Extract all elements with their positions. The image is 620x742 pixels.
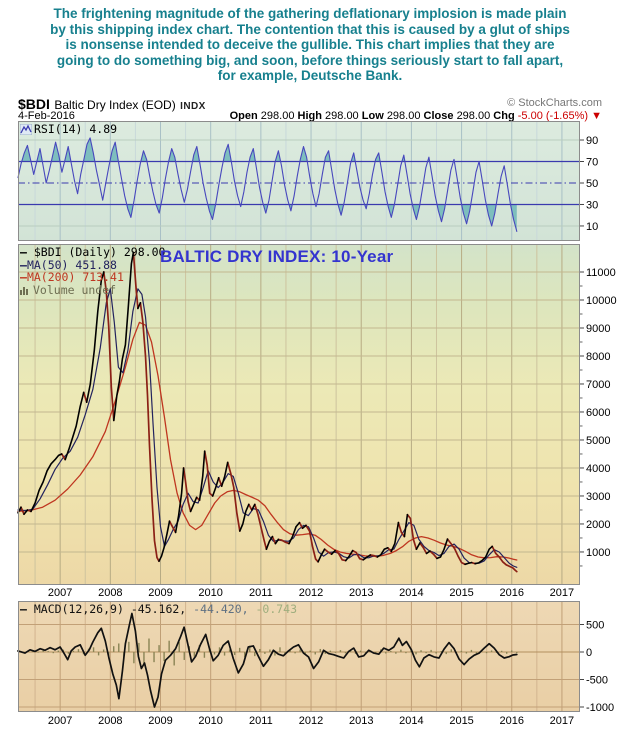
price-legend: — $BDI (Daily) 298.00 —MA(50) 451.88 —MA… <box>20 246 165 297</box>
x-axis-year-label: 2010 <box>198 715 223 727</box>
x-axis-year-label: 2011 <box>249 587 273 599</box>
x-axis-labels-main: 2007 2008 2009 2010 2011 2012 2013 2014 2015 2016… <box>0 585 620 601</box>
x-axis-year-label: 2012 <box>298 587 324 599</box>
price-line-swatch: — <box>20 245 27 259</box>
svg-text:10000: 10000 <box>586 295 617 307</box>
price-panel: 1000 2000 3000 4000 5000 6000 7000 8000 9000 1000… <box>17 244 617 585</box>
svg-text:10: 10 <box>586 221 598 233</box>
macd-legend: — MACD(12,26,9) -45.162, -44.420, -0.743 <box>20 603 297 616</box>
legend-volume-row: Volume undef <box>20 282 165 298</box>
ma200-line-swatch: — <box>20 270 27 284</box>
svg-text:1000: 1000 <box>586 547 610 559</box>
x-axis-year-label: 2015 <box>449 715 474 727</box>
low-value: 298.00 <box>386 110 421 122</box>
chg-down-icon: ▼ <box>591 110 602 122</box>
rsi-indicator-icon <box>19 123 33 138</box>
svg-text:90: 90 <box>586 135 598 147</box>
x-axis-year-label: 2009 <box>148 715 173 727</box>
svg-text:4000: 4000 <box>586 463 610 475</box>
x-axis-year-label: 2009 <box>148 587 173 599</box>
chg-label: Chg <box>493 110 515 122</box>
x-axis-year-label: 2012 <box>298 715 324 727</box>
rsi-legend: RSI(14) 4.89 <box>19 122 118 138</box>
volume-bars-icon <box>20 285 30 298</box>
svg-text:5000: 5000 <box>586 435 610 447</box>
close-value: 298.00 <box>456 110 491 122</box>
x-axis-year-label: 2014 <box>399 715 424 727</box>
x-axis-labels-macd: 2007 2008 2009 2010 2011 2012 2013 2014 2015 2016… <box>0 713 620 729</box>
rsi-legend-label: RSI(14) 4.89 <box>34 122 118 136</box>
x-axis-year-label: 2011 <box>249 715 273 727</box>
x-axis-year-label: 2007 <box>47 587 73 599</box>
volume-legend-label: Volume undef <box>33 282 117 297</box>
close-label: Close <box>423 110 454 122</box>
svg-text:8000: 8000 <box>586 351 610 363</box>
svg-text:6000: 6000 <box>586 407 610 419</box>
x-axis-year-label: 2008 <box>98 715 123 727</box>
open-label: Open <box>229 110 258 122</box>
x-axis-year-label: 2008 <box>98 587 123 599</box>
macd-panel: 500 0 -500 -1000 <box>17 601 614 712</box>
legend-price-row: — $BDI (Daily) 298.00 <box>20 246 165 259</box>
quote-values: Open 298.00 High 298.00 Low 298.00 Close… <box>230 110 602 122</box>
ma200-legend-label: MA(200) 713.41 <box>26 270 124 284</box>
macd-value-2: -44.420, <box>193 602 249 616</box>
open-value: 298.00 <box>260 110 295 122</box>
svg-text:2000: 2000 <box>586 519 610 531</box>
rsi-panel: 90 70 50 30 10 <box>17 121 598 241</box>
high-value: 298.00 <box>325 110 359 122</box>
svg-text:0: 0 <box>586 647 592 659</box>
chart-header: $BDI Baltic Dry Index (EOD) INDX © Stock… <box>18 96 602 112</box>
x-axis-year-label: 2013 <box>348 715 374 727</box>
svg-text:500: 500 <box>586 619 604 631</box>
svg-text:11000: 11000 <box>586 267 616 279</box>
macd-legend-label: MACD(12,26,9) <box>33 602 124 616</box>
x-axis-year-label: 2017 <box>549 587 575 599</box>
legend-ma200-row: —MA(200) 713.41 <box>20 271 165 284</box>
x-axis-year-label: 2010 <box>198 587 223 599</box>
commentary-text: The frightening magnitude of the gatheri… <box>50 6 570 83</box>
macd-value-1: -45.162, <box>130 602 187 616</box>
svg-text:70: 70 <box>586 157 598 169</box>
low-label: Low <box>361 110 384 122</box>
svg-text:-1000: -1000 <box>586 702 614 712</box>
ticker-symbol: $BDI <box>18 96 50 112</box>
x-axis-year-label: 2016 <box>499 715 524 727</box>
ma50-line-swatch: — <box>20 257 27 272</box>
svg-text:50: 50 <box>586 178 598 190</box>
svg-text:9000: 9000 <box>586 323 610 335</box>
stockcharts-copyright: © StockCharts.com <box>507 97 602 109</box>
x-axis-year-label: 2013 <box>348 587 374 599</box>
x-axis-year-label: 2015 <box>449 587 474 599</box>
x-axis-year-label: 2014 <box>399 587 424 599</box>
legend-ma50-row: —MA(50) 451.88 <box>20 257 165 272</box>
macd-value-3: -0.743 <box>255 602 298 616</box>
quote-date: 4-Feb-2016 <box>18 110 75 122</box>
x-axis-year-label: 2017 <box>549 715 575 727</box>
ma50-legend-label: MA(50) 451.88 <box>26 257 117 272</box>
svg-text:7000: 7000 <box>586 379 610 391</box>
svg-text:3000: 3000 <box>586 491 610 503</box>
svg-text:30: 30 <box>586 199 598 211</box>
ticker-exchange: INDX <box>180 101 206 112</box>
high-label: High <box>297 110 322 122</box>
ticker-name: Baltic Dry Index (EOD) <box>54 98 176 112</box>
chart-title: BALTIC DRY INDEX: 10-Year <box>160 247 394 266</box>
price-legend-label: $BDI (Daily) 298.00 <box>33 245 166 259</box>
svg-text:-500: -500 <box>586 674 608 686</box>
quote-row: 4-Feb-2016 Open 298.00 High 298.00 Low 2… <box>18 110 602 123</box>
x-axis-year-label: 2007 <box>47 715 73 727</box>
macd-line-swatch: — <box>20 602 27 616</box>
chg-value: -5.00 (-1.65%) <box>517 110 589 122</box>
x-axis-year-label: 2016 <box>499 587 524 599</box>
